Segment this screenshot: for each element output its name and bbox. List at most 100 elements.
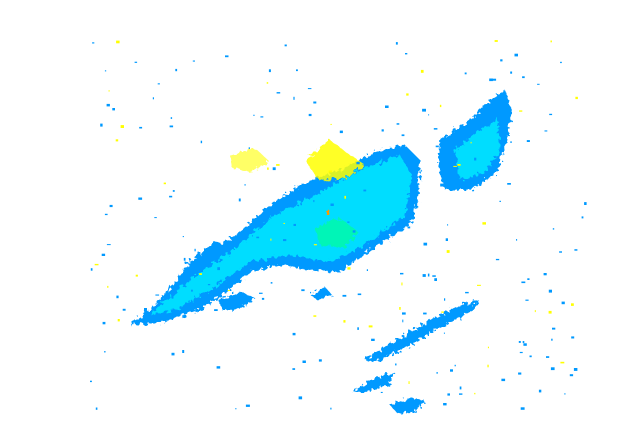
echo-speckle [307, 88, 312, 90]
echo-speckle [494, 40, 498, 42]
echo-speckle [182, 236, 184, 238]
echo-speckle [120, 125, 124, 128]
echo-speckle [302, 360, 306, 363]
echo-speckle [434, 278, 437, 281]
echo-speckle [529, 355, 532, 358]
echo-speckle [459, 393, 463, 395]
echo-speckle [227, 290, 230, 291]
echo-speckle [106, 103, 110, 107]
echo-speckle [169, 125, 174, 128]
echo-speckle [401, 282, 403, 286]
echo-speckle [552, 327, 556, 330]
echo-speckle [175, 68, 178, 72]
echo-speckle [561, 301, 565, 305]
echo-speckle [371, 338, 375, 341]
echo-speckle [399, 307, 401, 310]
echo-speckle [552, 228, 555, 230]
echo-speckle [433, 128, 438, 130]
echo-speckle [406, 93, 409, 96]
echo-speckle [292, 332, 296, 336]
echo-speckle [225, 55, 229, 58]
echo-speckle [396, 123, 400, 125]
echo-speckle [436, 372, 438, 374]
echo-speckle [170, 117, 173, 119]
echo-speckle [90, 268, 93, 271]
echo-speckle [266, 82, 269, 84]
echo-speckle [401, 134, 405, 137]
echo-speckle [330, 407, 332, 410]
echo-speckle [92, 42, 95, 44]
echo-speckle [550, 367, 555, 371]
echo-speckle [171, 352, 175, 356]
echo-speckle [443, 332, 445, 334]
echo-speckle [518, 372, 522, 375]
echo-speckle [104, 213, 108, 216]
echo-speckle [106, 244, 111, 246]
echo-speckle [400, 272, 404, 275]
echo-speckle [102, 321, 106, 325]
echo-speckle [538, 389, 542, 393]
echo-speckle [357, 293, 362, 296]
echo-speckle [464, 72, 467, 75]
echo-speckle [235, 408, 237, 410]
echo-speckle [487, 346, 489, 349]
echo-speckle [546, 356, 550, 358]
northeast-echo-cell [438, 90, 512, 190]
echo-speckle [313, 244, 317, 246]
echo-speckle [293, 223, 296, 226]
echo-speckle [518, 341, 521, 343]
echo-speckle [385, 105, 389, 108]
echo-speckle [182, 350, 185, 353]
echo-speckle [283, 222, 285, 224]
echo-speckle [122, 308, 126, 311]
echo-speckle [440, 183, 443, 187]
echo-speckle [261, 297, 265, 300]
echo-speckle [328, 170, 332, 173]
echo-speckle [381, 129, 384, 132]
echo-speckle [347, 267, 351, 270]
echo-speckle [293, 96, 295, 100]
echo-speckle [435, 145, 439, 148]
echo-speckle [253, 114, 255, 116]
echo-speckle [402, 319, 404, 323]
echo-speckle [523, 343, 527, 346]
echo-speckle [450, 369, 453, 372]
echo-speckle [489, 78, 493, 82]
echo-speckle [194, 248, 196, 252]
echo-speckle [499, 200, 501, 202]
echo-speckle [239, 240, 241, 243]
southeast-echo-bands [218, 287, 480, 414]
echo-speckle [500, 59, 503, 62]
echo-speckle [432, 275, 436, 277]
echo-speckle [215, 257, 218, 259]
echo-speckle [520, 407, 525, 410]
echo-speckle [272, 167, 276, 171]
echo-speckle [157, 83, 160, 85]
echo-speckle [516, 239, 518, 241]
echo-speckle [139, 126, 143, 129]
echo-speckle [459, 386, 462, 390]
echo-speckle [422, 108, 426, 112]
echo-speckle [259, 292, 263, 294]
echo-speckle [423, 242, 428, 246]
echo-speckle [487, 364, 489, 368]
echo-speckle [534, 310, 536, 313]
echo-speckle [405, 53, 408, 55]
echo-speckle [447, 224, 449, 226]
echo-speckle [169, 195, 173, 198]
echo-speckle [427, 273, 430, 277]
echo-speckle [283, 239, 287, 242]
echo-speckle [168, 313, 171, 316]
echo-speckle [270, 238, 272, 241]
echo-speckle [330, 123, 332, 125]
echo-speckle [465, 291, 469, 294]
echo-speckle [244, 184, 246, 186]
echo-speckle [482, 222, 486, 225]
echo-speckle [422, 274, 426, 277]
echo-speckle [526, 140, 530, 142]
echo-speckle [573, 368, 578, 371]
echo-speckle [423, 312, 427, 315]
echo-speckle [395, 363, 397, 366]
echo-speckle [569, 374, 574, 377]
